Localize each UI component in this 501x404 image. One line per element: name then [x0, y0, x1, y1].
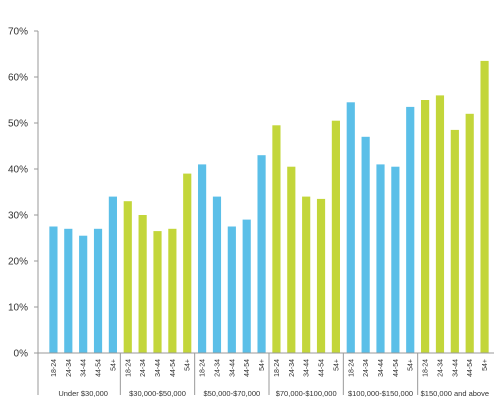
x-tick-label: 54+ [408, 359, 415, 371]
x-tick-label: 54+ [482, 359, 489, 371]
bar [361, 136, 370, 353]
x-tick-label: 18-24 [200, 359, 207, 377]
bar [465, 113, 474, 353]
bar [316, 198, 326, 353]
bar [287, 166, 296, 353]
bar [183, 173, 192, 353]
x-tick-label: 44-54 [319, 359, 326, 377]
bar [153, 231, 162, 353]
group-label: $100,000-$150,000 [348, 389, 413, 398]
group-label: $30,000-$50,000 [129, 389, 186, 398]
bar [272, 125, 281, 353]
group-label: $150,000 and above [421, 389, 489, 398]
bar [227, 226, 236, 353]
x-tick-label: 44-54 [467, 359, 474, 377]
x-tick-label: 34-44 [155, 359, 162, 377]
y-tick-label: 0% [14, 349, 29, 360]
bar [480, 60, 489, 354]
group-label: $50,000-$70,000 [203, 389, 260, 398]
bar [257, 155, 266, 353]
x-tick-label: 54+ [259, 359, 266, 371]
x-tick-label: 44-54 [170, 359, 177, 377]
bar [168, 228, 177, 353]
x-tick-label: 18-24 [348, 359, 355, 377]
x-tick-label: 54+ [333, 359, 340, 371]
x-tick-label: 44-54 [244, 359, 251, 377]
x-tick-label: 18-24 [51, 359, 58, 377]
x-tick-label: 34-44 [304, 359, 311, 377]
group-label: Under $30,000 [58, 389, 108, 398]
bar [93, 228, 103, 353]
bar [406, 106, 415, 354]
bar [331, 120, 340, 353]
x-tick-label: 18-24 [274, 359, 281, 377]
bar [49, 226, 58, 353]
y-axis: 0% 10% 20% 30% 40% 50% 60% 70% [8, 27, 39, 395]
x-tick-label: 18-24 [125, 359, 132, 377]
bar [79, 235, 88, 353]
y-tick-label: 50% [8, 119, 28, 130]
x-tick-label: 24-34 [437, 359, 444, 377]
bar [302, 196, 311, 353]
x-tick-label: 34-44 [452, 359, 459, 377]
group-label: $70,000-$100,000 [276, 389, 337, 398]
x-tick-label: 24-34 [363, 359, 370, 377]
bar [138, 215, 147, 353]
bar [198, 164, 207, 353]
bar [391, 166, 400, 353]
x-tick-label: 54+ [110, 359, 117, 371]
y-tick-label: 60% [8, 73, 28, 84]
bar-series [49, 60, 489, 354]
bar [376, 164, 385, 353]
x-tick-label: 24-34 [214, 359, 221, 377]
bar [64, 228, 73, 353]
y-tick-label: 40% [8, 165, 28, 176]
x-tick-label: 18-24 [423, 359, 430, 377]
x-axis: 18-24 24-34 34-44 44-54 54+ Under $30,000 18-2… [38, 352, 494, 398]
bar [450, 129, 459, 353]
bar [346, 102, 355, 353]
bar [123, 201, 132, 353]
x-tick-label: 54+ [185, 359, 192, 371]
y-tick-label: 70% [8, 27, 28, 38]
bar [435, 95, 445, 354]
x-tick-label: 34-44 [81, 359, 88, 377]
y-tick-label: 10% [8, 303, 28, 314]
bar [212, 196, 222, 353]
y-tick-label: 30% [8, 211, 28, 222]
x-tick-label: 34-44 [229, 359, 236, 377]
x-tick-label: 24-34 [140, 359, 147, 377]
x-tick-label: 24-34 [66, 359, 73, 377]
bar [421, 100, 430, 353]
bar [108, 196, 117, 353]
x-tick-label: 44-54 [393, 359, 400, 377]
x-tick-label: 24-34 [289, 359, 296, 377]
x-tick-label: 44-54 [96, 359, 103, 377]
bar [242, 219, 251, 353]
x-tick-label: 34-44 [378, 359, 385, 377]
y-tick-label: 20% [8, 257, 28, 268]
